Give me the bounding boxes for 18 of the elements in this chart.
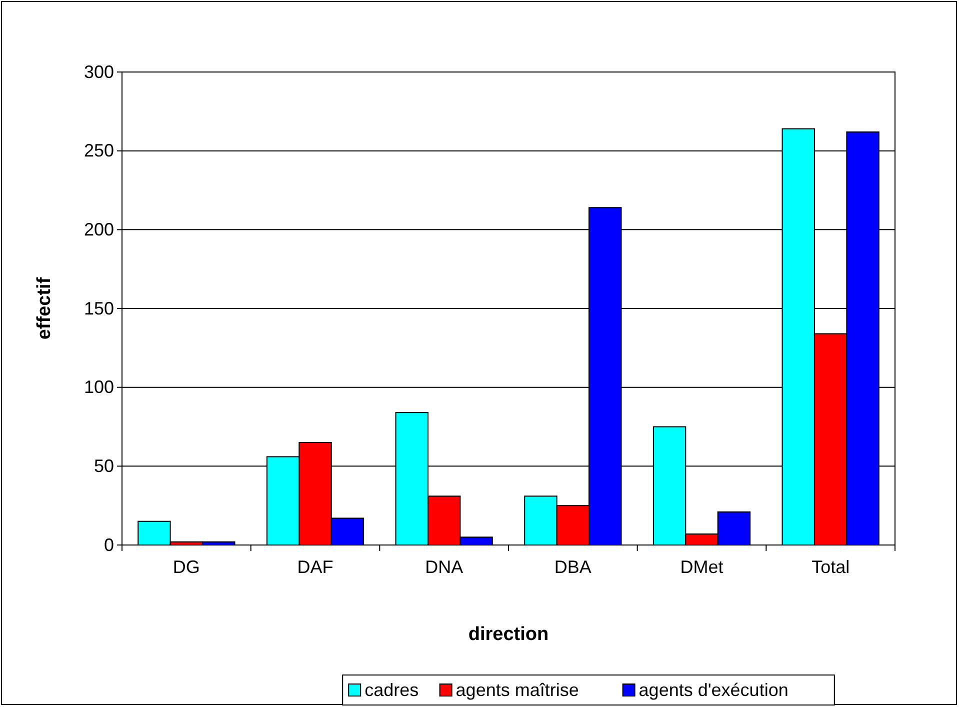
y-tick-label: 150 <box>84 298 114 318</box>
x-tick-label: Total <box>812 557 850 578</box>
y-tick-label: 200 <box>84 219 114 240</box>
legend-label: agents d'exécution <box>638 680 788 700</box>
x-tick-label: DG <box>172 557 200 578</box>
y-tick-label: 50 <box>94 456 114 476</box>
y-axis-title: effectif <box>34 276 55 340</box>
y-tick-label: 250 <box>84 140 114 161</box>
x-tick-label: DBA <box>554 557 592 578</box>
legend-label: cadres <box>364 680 419 700</box>
y-tick-label: 300 <box>84 62 114 82</box>
x-tick-label: DAF <box>297 557 334 578</box>
legend-label: agents maîtrise <box>456 680 579 700</box>
x-tick-label: DMet <box>680 557 724 578</box>
y-tick-label: 100 <box>84 377 114 398</box>
x-axis-title: direction <box>468 624 549 645</box>
x-tick-label: DNA <box>425 557 464 578</box>
y-tick-label: 0 <box>104 534 114 555</box>
